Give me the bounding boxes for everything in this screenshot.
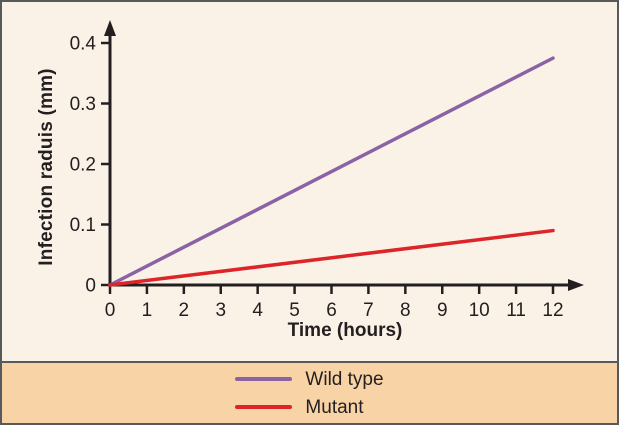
- legend: Wild type Mutant: [2, 361, 617, 423]
- y-axis-title: Infection raduis (mm): [36, 68, 57, 266]
- y-axis-arrow-icon: [104, 20, 116, 36]
- legend-item-mutant: Mutant: [235, 398, 383, 417]
- mutant-line: [108, 228, 555, 287]
- y-tick-label: 0.1: [70, 215, 96, 236]
- x-tick-label: 7: [363, 300, 374, 321]
- x-tick-label: 9: [437, 300, 448, 321]
- mutant-line-swatch: [235, 405, 293, 409]
- x-tick-label: 3: [215, 300, 226, 321]
- x-tick-label: 2: [179, 300, 190, 321]
- x-tick-label: 12: [542, 300, 563, 321]
- legend-rows: Wild type Mutant: [235, 368, 384, 417]
- legend-label-mutant: Mutant: [305, 396, 364, 418]
- legend-label-wild-type: Wild type: [305, 368, 384, 390]
- y-tick-label: 0: [85, 276, 96, 297]
- x-tick-label: 11: [506, 300, 526, 321]
- y-tick-label: 0.4: [70, 34, 97, 55]
- x-tick-label: 8: [400, 300, 411, 321]
- x-axis-arrow-icon: [568, 279, 584, 291]
- plot-area: 0 1 2 3 4 5 6 7 8 9 10 11 12 0 0.1 0.2 0.3 0.4 Infection …: [2, 2, 617, 361]
- x-tick-label: 5: [289, 300, 300, 321]
- legend-item-wild-type: Wild type: [235, 368, 384, 390]
- y-tick-label: 0.2: [70, 155, 96, 176]
- x-tick-label: 0: [105, 300, 116, 321]
- y-tick-label: 0.3: [70, 94, 96, 115]
- x-tick-label: 6: [326, 300, 337, 321]
- x-tick-label: 10: [469, 300, 490, 321]
- x-tick-label: 1: [142, 300, 153, 321]
- wild-type-line: [108, 56, 555, 287]
- x-axis-title: Time (hours): [287, 320, 403, 341]
- wild-type-line-swatch: [235, 377, 293, 381]
- x-tick-label: 4: [252, 300, 263, 321]
